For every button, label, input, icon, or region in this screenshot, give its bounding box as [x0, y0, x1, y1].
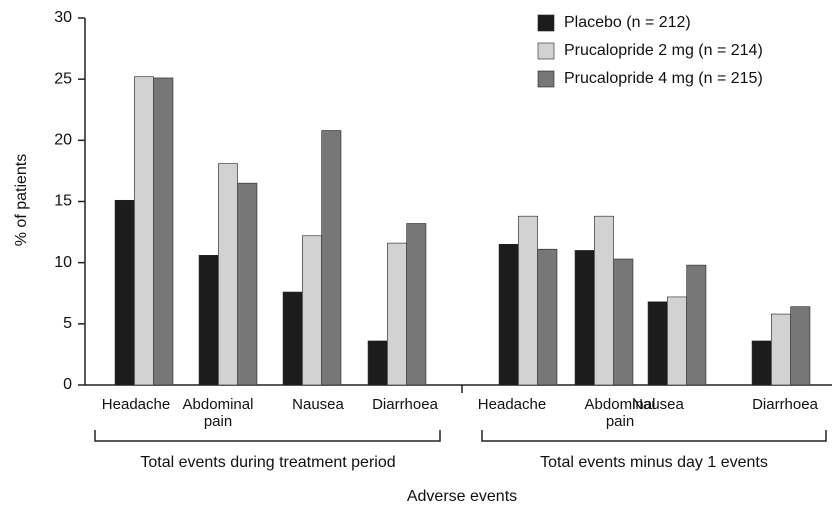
bar — [134, 76, 154, 386]
legend-swatch — [537, 42, 555, 60]
x-tick-label: Nausea — [632, 396, 684, 413]
y-tick-label: 0 — [63, 376, 72, 393]
legend-label: Prucalopride 2 mg (n = 214) — [564, 42, 763, 59]
x-tick-label: Diarrhoea — [752, 396, 818, 413]
group-bracket — [481, 430, 827, 442]
bar — [198, 255, 219, 386]
bar — [537, 248, 558, 386]
group-label: Total events during treatment period — [140, 454, 395, 471]
bar — [667, 296, 687, 386]
group-label: Total events minus day 1 events — [540, 454, 768, 471]
bar — [114, 199, 135, 386]
x-axis-label: Adverse events — [407, 488, 517, 505]
bar — [321, 130, 342, 386]
bar — [387, 242, 407, 386]
y-tick-label: 30 — [54, 9, 72, 26]
bar — [302, 235, 322, 386]
bar — [647, 301, 668, 386]
legend-label: Placebo (n = 212) — [564, 14, 691, 31]
bar — [613, 258, 634, 386]
legend-swatch — [537, 14, 555, 32]
x-tick-label: Abdominal pain — [584, 396, 656, 430]
bar — [153, 77, 174, 386]
bar — [686, 264, 707, 386]
y-tick-label: 25 — [54, 70, 72, 87]
bar — [751, 340, 772, 386]
legend-label: Prucalopride 4 mg (n = 215) — [564, 70, 763, 87]
x-tick-label: Nausea — [292, 396, 344, 413]
y-axis-label: % of patients — [13, 154, 30, 247]
bar — [518, 215, 538, 386]
bar — [237, 182, 258, 386]
bar — [282, 291, 303, 386]
y-tick-label: 15 — [54, 193, 72, 210]
x-tick-label: Abdominal pain — [182, 396, 254, 430]
y-tick-label: 20 — [54, 132, 72, 149]
bar — [406, 223, 427, 386]
bar — [574, 250, 595, 386]
bar — [771, 313, 791, 386]
bar — [594, 215, 614, 386]
bar — [790, 306, 811, 386]
x-tick-label: Diarrhoea — [372, 396, 438, 413]
bar — [498, 244, 519, 386]
group-bracket — [94, 430, 441, 442]
x-tick-label: Headache — [101, 396, 171, 413]
bar — [218, 163, 238, 386]
y-tick-label: 10 — [54, 254, 72, 271]
x-tick-label: Headache — [477, 396, 547, 413]
legend-swatch — [537, 70, 555, 88]
y-tick-label: 5 — [63, 315, 72, 332]
bar — [367, 340, 388, 386]
